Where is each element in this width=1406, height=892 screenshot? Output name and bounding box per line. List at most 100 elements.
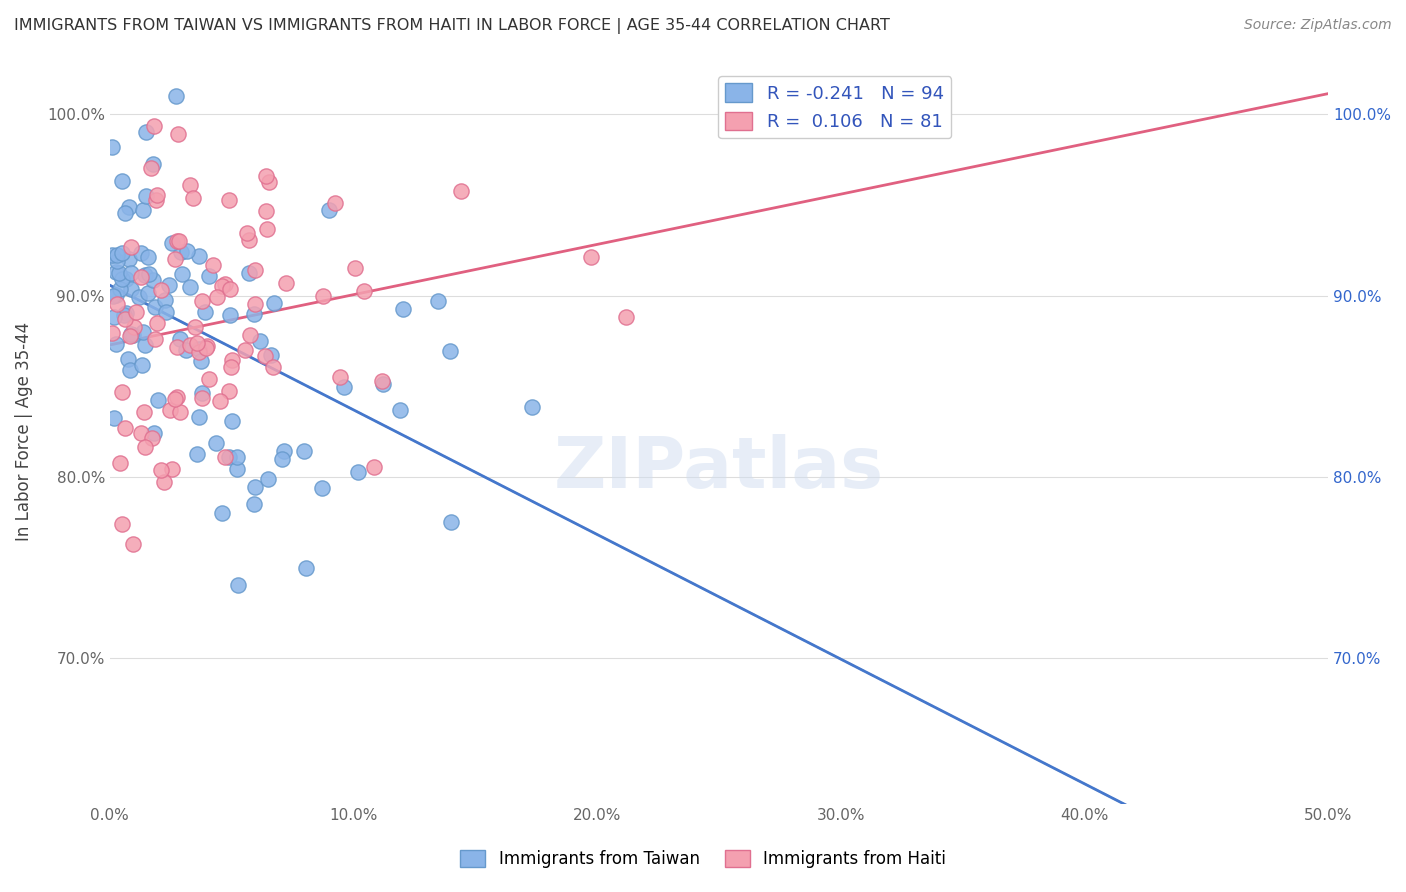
Point [122,328,145,343]
Point [105,248,128,262]
Point [263,296,285,310]
Legend: Immigrants from Taiwan, Immigrants from Haiti: Immigrants from Taiwan, Immigrants from … [454,843,952,875]
Point [174,343,197,358]
Point [139,161,162,176]
Point [197,339,219,353]
Point [176,244,198,259]
Point [262,360,284,375]
Legend: R = -0.241   N = 94, R =  0.106   N = 81: R = -0.241 N = 94, R = 0.106 N = 81 [718,76,952,138]
Point [208,393,231,408]
Point [329,369,352,384]
Point [101,140,124,154]
Point [145,300,167,314]
Point [191,386,214,401]
Point [160,236,183,251]
Point [260,348,283,362]
Point [107,266,129,280]
Point [142,119,165,133]
Point [111,246,134,260]
Point [392,301,415,316]
Point [204,435,226,450]
Point [522,400,544,414]
Point [153,475,176,489]
Point [142,273,165,287]
Point [270,452,292,467]
Point [242,307,264,321]
Point [141,431,163,445]
Point [183,320,205,334]
Point [187,409,209,424]
Point [245,480,267,494]
Point [205,290,228,304]
Point [108,282,131,296]
Point [117,351,139,366]
Point [131,425,153,440]
Point [132,405,155,419]
Point [159,402,181,417]
Y-axis label: In Labor Force | Age 35-44: In Labor Force | Age 35-44 [15,322,32,541]
Point [179,337,201,351]
Point [181,191,204,205]
Point [363,459,385,474]
Point [101,289,124,303]
Point [169,405,191,419]
Point [135,125,157,139]
Point [142,157,165,171]
Point [105,297,128,311]
Point [318,202,340,217]
Point [221,352,243,367]
Point [114,312,136,326]
Point [243,497,266,511]
Point [132,325,155,339]
Point [112,308,135,322]
Point [131,359,153,373]
Point [190,353,212,368]
Point [110,384,132,399]
Point [120,282,142,296]
Point [353,285,375,299]
Point [115,272,138,286]
Point [104,265,127,279]
Point [323,196,346,211]
Point [179,178,201,192]
Point [114,206,136,220]
Point [274,276,297,290]
Point [145,193,167,207]
Point [105,337,128,351]
Point [256,222,278,236]
Point [254,169,277,183]
Point [134,440,156,454]
Point [211,279,233,293]
Point [243,297,266,311]
Point [149,284,172,298]
Point [233,343,256,358]
Point [101,248,124,262]
Point [194,305,217,319]
Point [160,462,183,476]
Point [132,203,155,218]
Point [186,447,208,461]
Point [165,89,187,103]
Point [120,240,142,254]
Point [219,360,242,375]
Point [155,305,177,319]
Point [257,175,280,189]
Point [188,342,211,356]
Point [114,421,136,435]
Point [146,316,169,330]
Point [118,252,141,267]
Point [165,252,187,266]
Point [238,266,260,280]
Point [187,249,209,263]
Point [125,304,148,318]
Point [136,286,159,301]
Point [440,516,463,530]
Point [427,293,450,308]
Point [169,332,191,346]
Point [239,327,262,342]
Point [294,561,316,575]
Point [371,374,394,388]
Point [166,390,188,404]
Point [134,337,156,351]
Point [450,184,472,198]
